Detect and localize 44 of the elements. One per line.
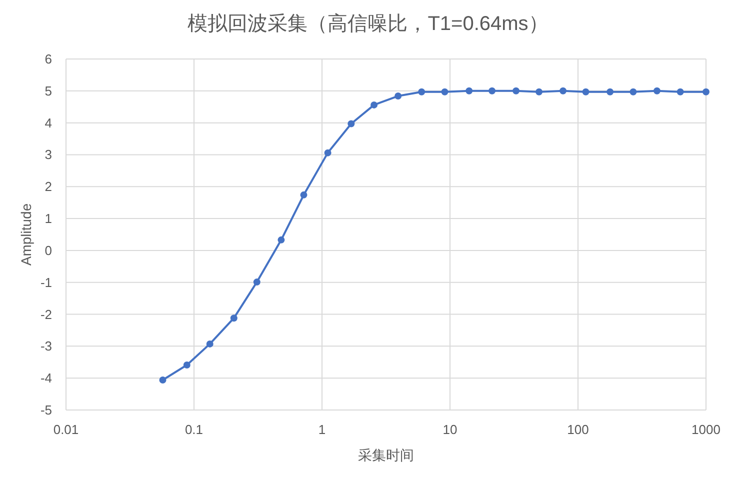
y-tick-label: -4 — [40, 370, 52, 386]
y-tick-label: -1 — [40, 274, 52, 290]
chart-title: 模拟回波采集（高信噪比，T1=0.64ms） — [188, 12, 548, 35]
y-tick-label: -2 — [40, 306, 52, 322]
y-tick-label: 6 — [44, 52, 52, 66]
point — [536, 88, 543, 96]
y-tick-label: 5 — [44, 83, 52, 98]
point — [278, 236, 285, 244]
point — [630, 88, 637, 96]
point — [230, 314, 238, 322]
y-tick-label: -5 — [40, 402, 52, 418]
point — [441, 88, 448, 96]
point — [183, 362, 190, 369]
point — [582, 88, 590, 96]
y-tick-label: 2 — [44, 179, 52, 194]
point — [512, 87, 520, 94]
point — [653, 87, 660, 94]
x-tick-label: 1000 — [692, 422, 720, 437]
y-axis-title: Amplitude — [18, 203, 34, 266]
point — [394, 92, 402, 100]
point — [206, 340, 214, 348]
y-tick-label: 0 — [44, 242, 52, 258]
y-tick-label: 4 — [44, 115, 52, 130]
x-tick-label: 1 — [318, 422, 326, 437]
point — [370, 101, 378, 108]
point — [418, 88, 426, 96]
x-axis-title: 采集时间 — [358, 447, 414, 463]
x-tick-label: 100 — [567, 422, 589, 437]
x-tick-label: 10 — [442, 422, 458, 437]
point — [488, 87, 496, 94]
x-tick-label: 0.1 — [184, 422, 204, 437]
y-tick-label: 3 — [44, 147, 52, 162]
point — [300, 191, 308, 198]
point — [606, 88, 614, 96]
y-tick-label: -3 — [40, 338, 52, 354]
point — [676, 88, 684, 96]
y-tick-label: 1 — [44, 211, 52, 226]
point — [348, 120, 355, 128]
point — [159, 376, 166, 384]
point — [560, 87, 567, 94]
point — [253, 278, 260, 286]
point — [324, 149, 332, 156]
point — [466, 87, 473, 94]
x-tick-label: 0.01 — [53, 422, 79, 437]
